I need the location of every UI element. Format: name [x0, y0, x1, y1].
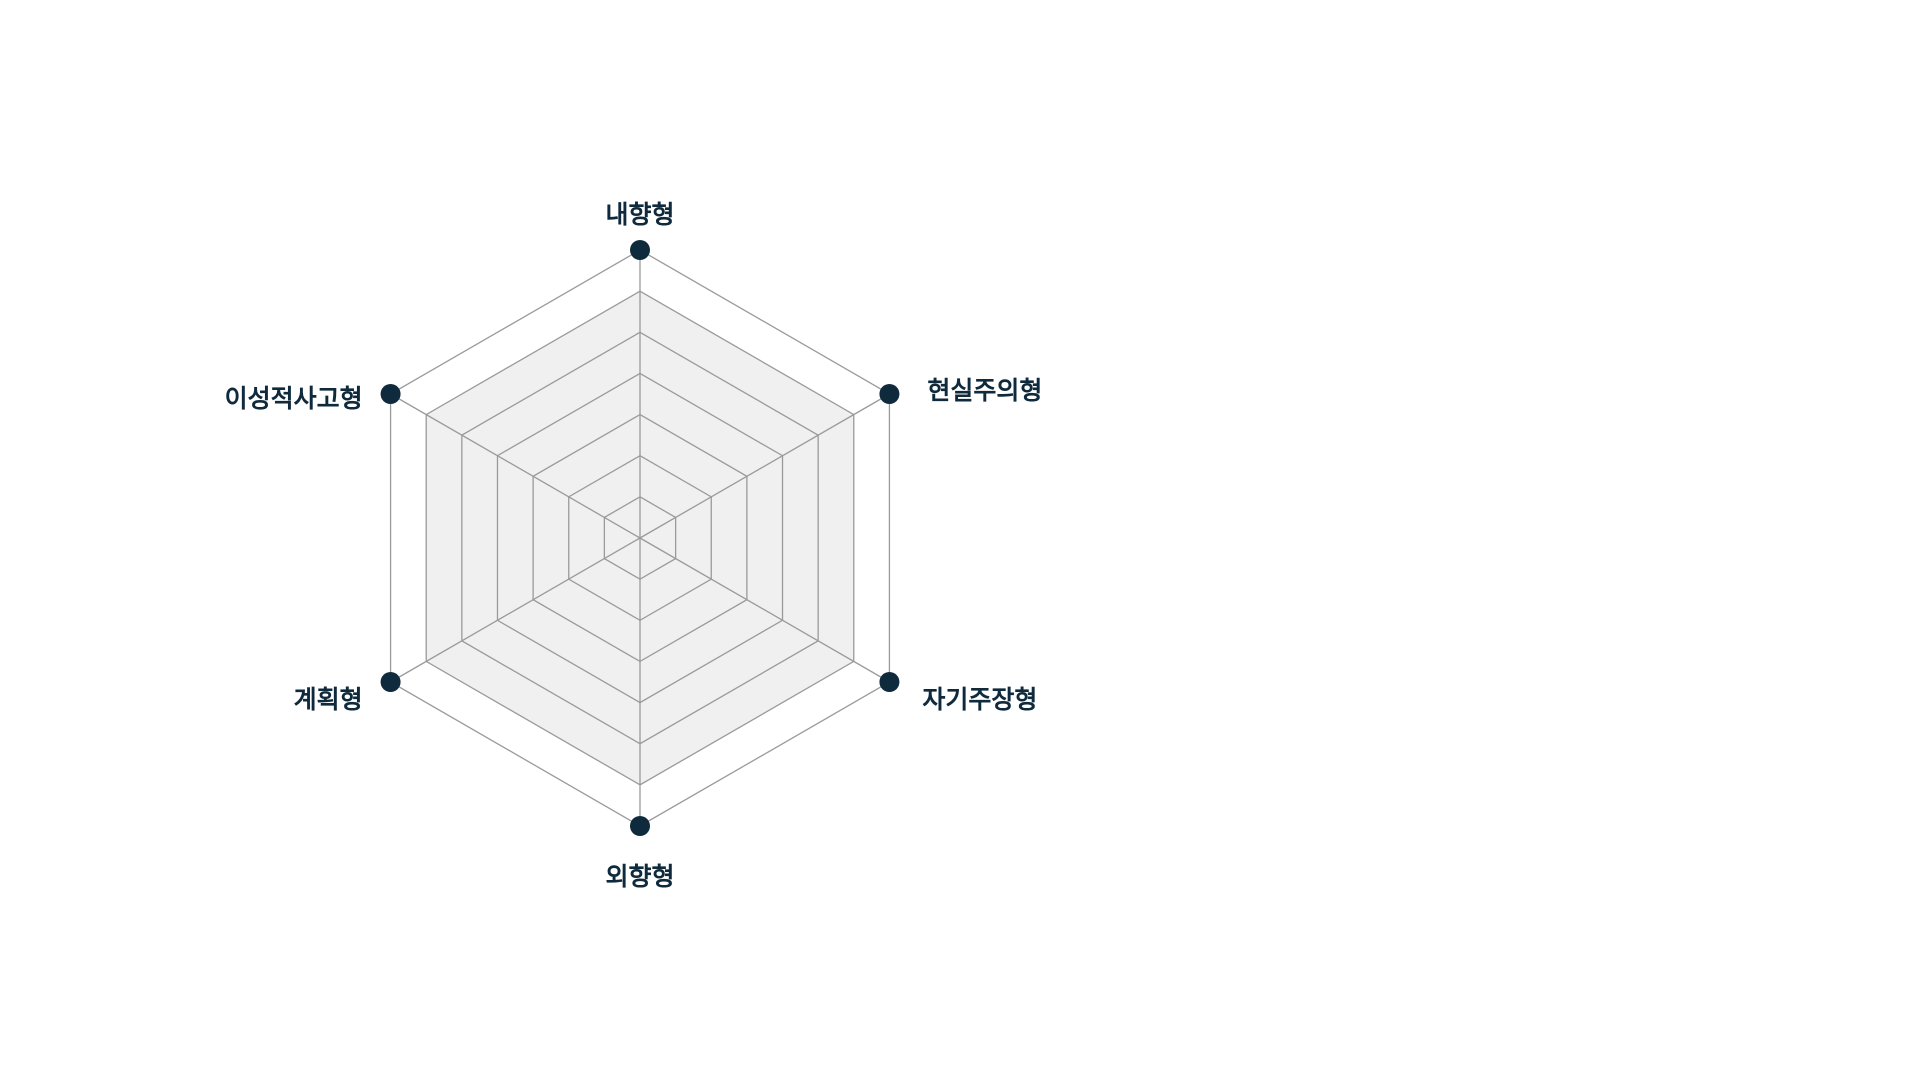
spoke-6: [390, 393, 641, 539]
axis-label: 계획형: [294, 685, 363, 714]
axis-label: 내향형: [605, 200, 674, 229]
chart-spoke-layer: [390, 250, 890, 826]
axis-marker: [879, 384, 900, 404]
axis-marker: [879, 672, 900, 692]
spoke-3: [639, 537, 890, 683]
axis-label: 이성적사고형: [225, 384, 363, 413]
axis-label: 현실주의형: [927, 376, 1042, 405]
axis-marker: [630, 240, 650, 260]
axis-label: 자기주장형: [922, 685, 1037, 714]
axis-label: 외향형: [605, 862, 674, 891]
axis-marker: [380, 672, 401, 692]
spoke-5: [390, 537, 641, 683]
axis-marker: [380, 384, 401, 404]
chart-marker-layer: [380, 240, 900, 836]
spoke-2: [639, 393, 890, 539]
axis-marker: [630, 816, 650, 836]
